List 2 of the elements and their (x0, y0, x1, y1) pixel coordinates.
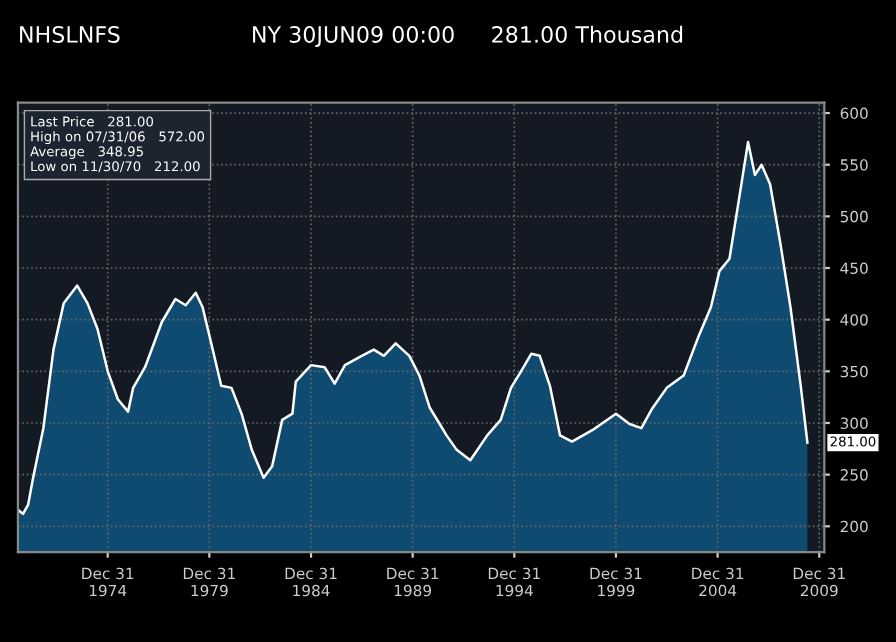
chart-title: NHSLNFS (20, 26, 120, 43)
chart-subtitle: NY 30JUN09 00:00 281.00 Thousand (253, 25, 683, 48)
